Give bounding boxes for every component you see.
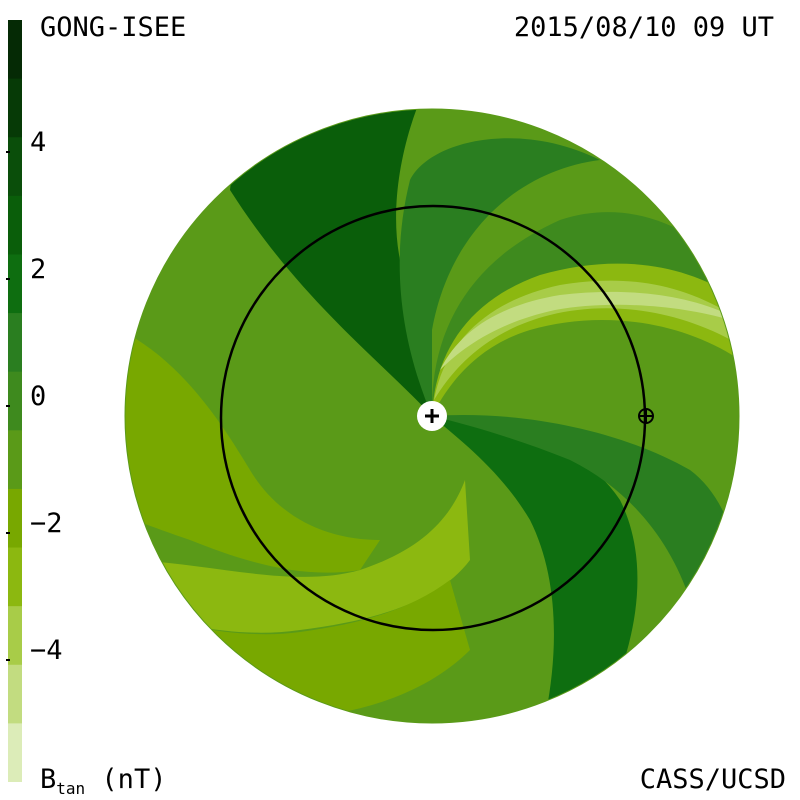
colorbar-level <box>8 430 22 490</box>
colorbar-level <box>8 195 22 255</box>
arm-negative-lower <box>125 480 470 633</box>
colorbar-level <box>8 488 22 549</box>
sector-dark-right <box>432 414 739 620</box>
colorbar-level <box>8 313 22 373</box>
credit-label: CASS/UCSD <box>639 764 786 795</box>
sun-marker <box>417 401 447 431</box>
colorbar-level <box>8 547 22 607</box>
colorbar-level <box>8 606 22 666</box>
colorbar-level <box>8 78 22 138</box>
earth-marker <box>638 408 654 424</box>
colorbar-level <box>8 20 22 80</box>
colorbar-title: Btan (nT) <box>40 766 166 797</box>
timestamp-label: 2015/08/10 09 UT <box>513 12 774 43</box>
units-label: (nT) <box>85 764 167 795</box>
colorbar-level <box>8 254 22 314</box>
colorbar-level <box>8 664 22 724</box>
sector-dark-lower <box>432 416 638 723</box>
source-label: GONG-ISEE <box>40 12 187 43</box>
arm-left-light <box>125 330 380 573</box>
sector-light-ring <box>431 212 720 416</box>
colorbar <box>8 20 22 782</box>
colorbar-level <box>8 137 22 197</box>
quantity-symbol: B <box>40 764 57 795</box>
quantity-subscript: tan <box>56 779 86 798</box>
disc-outline <box>124 108 740 724</box>
colorbar-level <box>8 371 22 431</box>
colorbar-level <box>8 723 22 782</box>
arm-negative-3 <box>440 291 730 370</box>
sector-dark-upper <box>230 109 432 416</box>
